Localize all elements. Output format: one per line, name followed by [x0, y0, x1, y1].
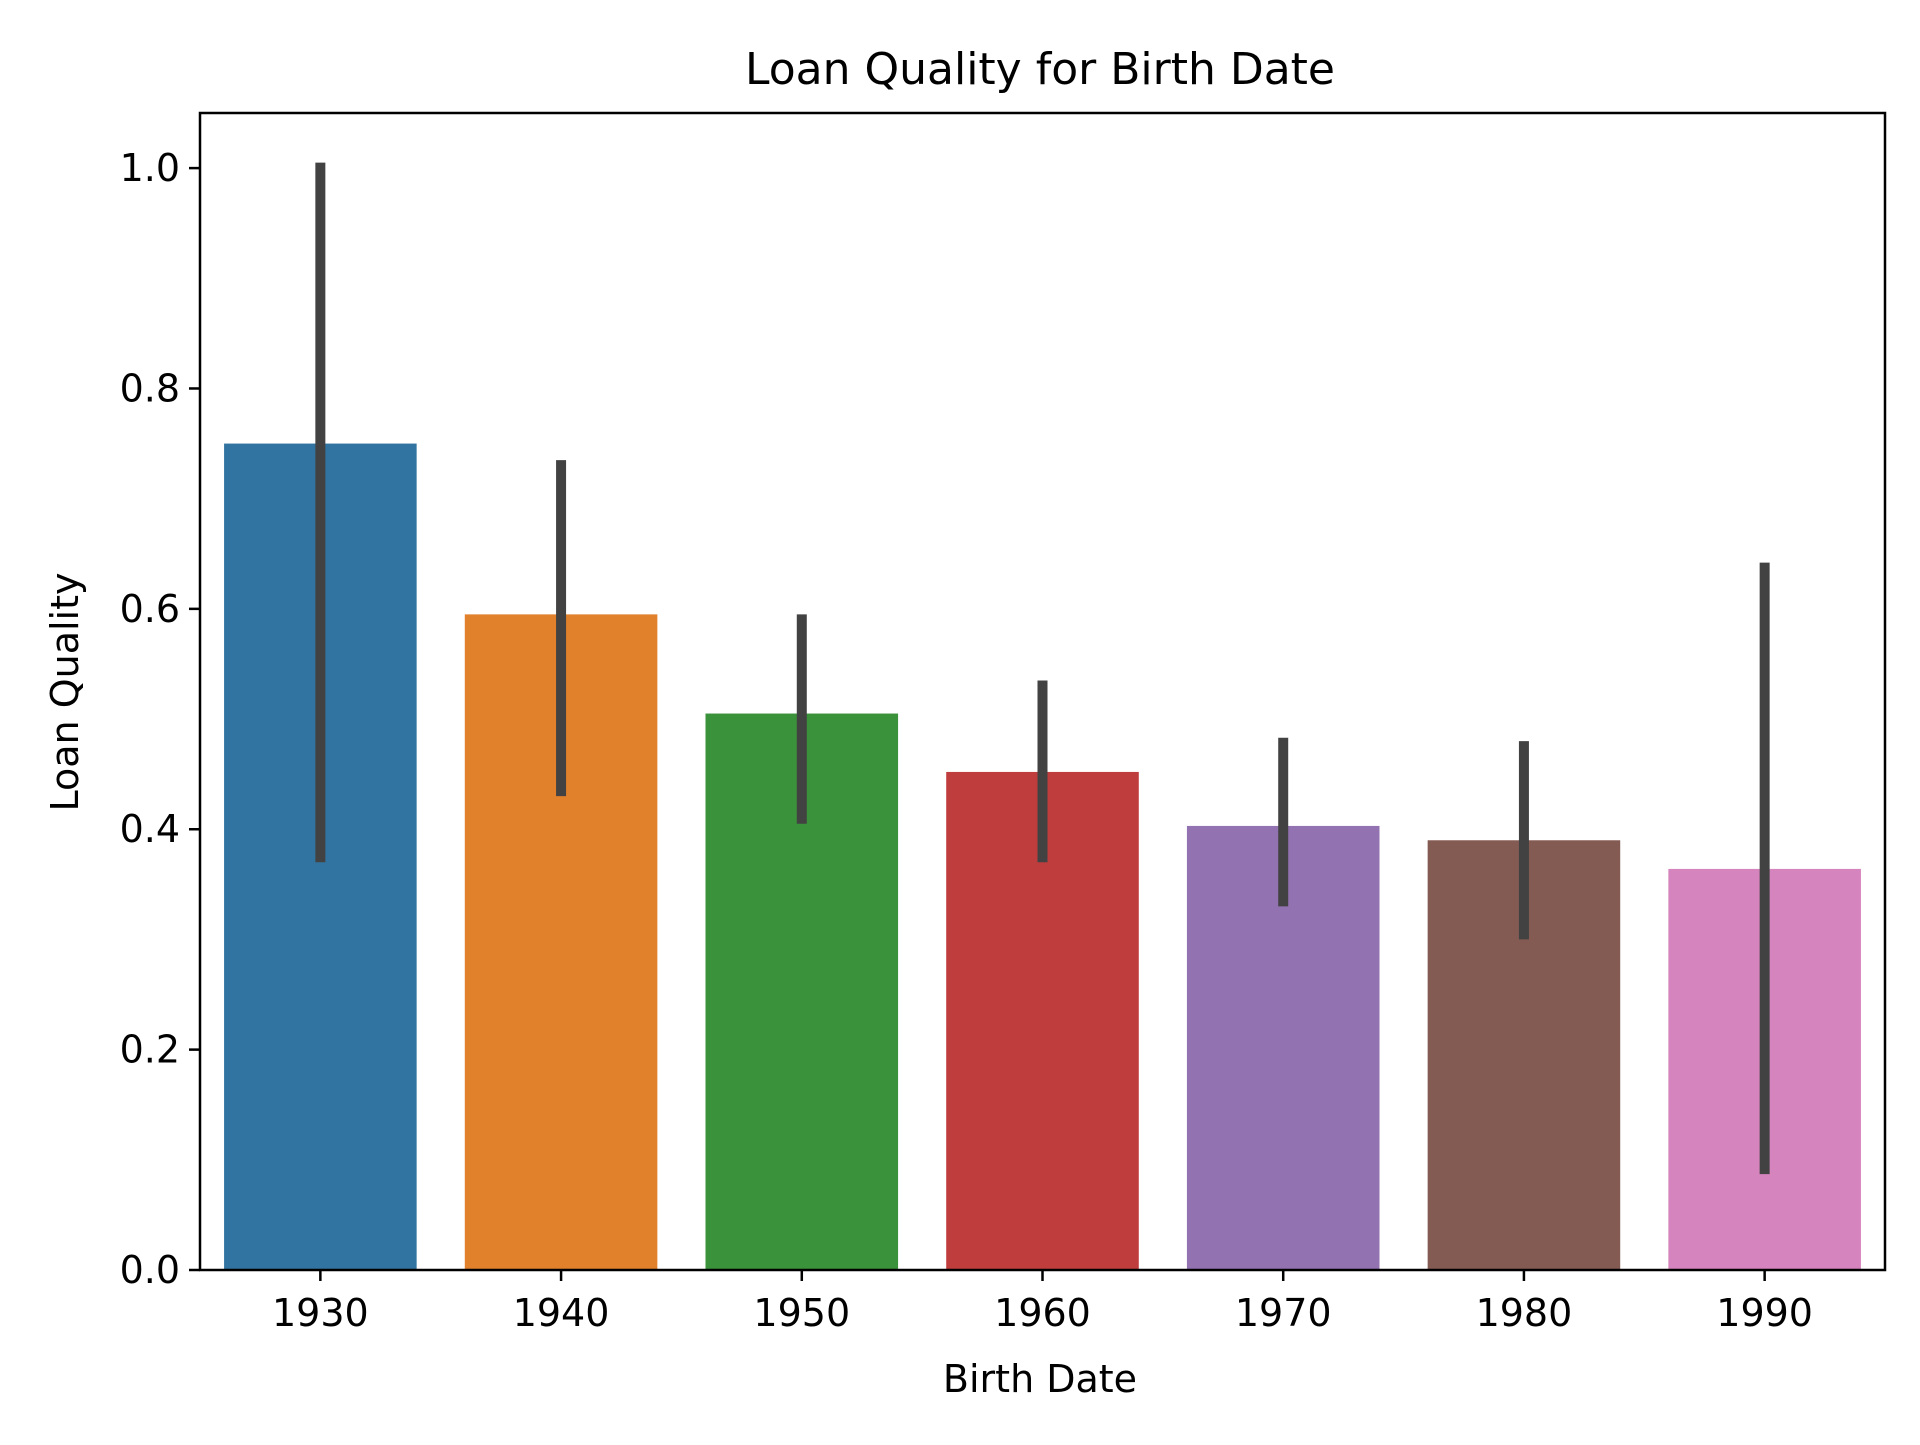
- y-axis-label: Loan Quality: [43, 573, 87, 812]
- x-tick-label-1950: 1950: [753, 1291, 850, 1335]
- y-axis-ticks: 0.0 0.2 0.4 0.6 0.8 1.0: [120, 146, 200, 1292]
- y-tick-label-0: 0.0: [120, 1248, 180, 1292]
- x-tick-label-1970: 1970: [1235, 1291, 1332, 1335]
- x-tick-label-1980: 1980: [1476, 1291, 1573, 1335]
- x-axis-ticks: 1930 1940 1950 1960 1970 1980 1990: [272, 1270, 1813, 1335]
- x-tick-label-1930: 1930: [272, 1291, 369, 1335]
- x-axis-label: Birth Date: [943, 1357, 1137, 1401]
- y-tick-label-5: 1.0: [120, 146, 180, 190]
- y-tick-label-3: 0.6: [120, 587, 180, 631]
- plot-frame: [198, 111, 1887, 1272]
- x-tick-label-1940: 1940: [513, 1291, 610, 1335]
- x-tick-label-1960: 1960: [994, 1291, 1091, 1335]
- y-tick-label-2: 0.4: [120, 807, 180, 851]
- chart-title: Loan Quality for Birth Date: [745, 44, 1335, 95]
- x-tick-label-1990: 1990: [1716, 1291, 1813, 1335]
- y-tick-label-4: 0.8: [120, 366, 180, 410]
- y-tick-label-1: 0.2: [120, 1028, 180, 1072]
- error-bars-layer: [315, 162, 1770, 1175]
